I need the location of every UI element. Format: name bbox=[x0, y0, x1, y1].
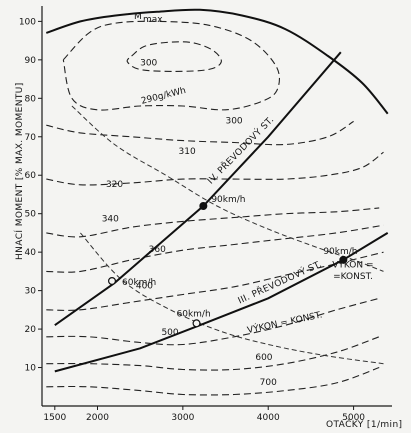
y-axis-title: HNACÍ MOMENT [% MAX. MOMENTU] bbox=[13, 82, 25, 260]
operating-points bbox=[107, 202, 348, 328]
bsfc-contour-label: 700 bbox=[260, 378, 277, 388]
x-tick-label: 5000 bbox=[342, 413, 365, 423]
bsfc-contour-label: 340 bbox=[102, 214, 119, 224]
x-tick-label: 2000 bbox=[86, 413, 109, 423]
constant-power-label: =KONST. bbox=[333, 272, 373, 282]
operating-point-label: 90km/h bbox=[211, 195, 245, 205]
bsfc-contour bbox=[46, 207, 380, 238]
bsfc-contour bbox=[126, 41, 222, 72]
mmax-label-sub: max bbox=[143, 15, 163, 25]
y-tick-label: 60 bbox=[25, 171, 37, 181]
axes: 10 20 30 40 50 60 70 80 90 100 1500 2000 3000 4000 500… bbox=[19, 6, 392, 423]
y-tick-label: 90 bbox=[25, 56, 37, 66]
bsfc-contour-label: 400 bbox=[136, 282, 153, 292]
bsfc-contour-label: 600 bbox=[255, 353, 272, 363]
bsfc-contour bbox=[46, 151, 384, 186]
constant-power-label: VÝKON = KONST. bbox=[246, 308, 323, 336]
bsfc-contour bbox=[46, 224, 384, 273]
constant-power-label: VÝKON = bbox=[332, 259, 373, 271]
constant-power-curve bbox=[71, 105, 384, 272]
operating-point-label: 90km/h bbox=[323, 247, 357, 257]
bsfc-contours: 300 310 320 340 360 400 500 600 700 290g/kWh 300 bbox=[46, 20, 384, 396]
y-tick-label: 30 bbox=[25, 287, 37, 297]
bsfc-contour-label: 290g/kWh bbox=[140, 86, 187, 107]
bsfc-contour-label: 500 bbox=[161, 328, 178, 338]
mmax-label: M max bbox=[134, 12, 163, 25]
constant-power-curve bbox=[80, 232, 384, 365]
gear-line bbox=[54, 232, 389, 373]
gear-line-label: III. PŘEVODOVÝ ST. bbox=[236, 258, 324, 307]
y-tick-label: 50 bbox=[25, 210, 37, 220]
operating-point bbox=[199, 202, 208, 211]
x-axis-title: OTAČKY [1/min] bbox=[326, 418, 402, 430]
bsfc-contour-label: 320 bbox=[106, 180, 123, 190]
x-tick-label: 3000 bbox=[171, 413, 194, 423]
mmax-label-main: M bbox=[134, 12, 142, 22]
bsfc-contour bbox=[46, 120, 354, 146]
y-tick-label: 10 bbox=[25, 364, 37, 374]
bsfc-contour bbox=[46, 297, 380, 346]
operating-point bbox=[192, 319, 201, 328]
y-tick-label: 100 bbox=[19, 17, 36, 27]
operating-point-label: 60km/h bbox=[177, 309, 211, 319]
constant-power-curves bbox=[71, 105, 384, 365]
x-tick-label: 4000 bbox=[257, 413, 280, 423]
bsfc-contour-label: 300 bbox=[140, 59, 157, 69]
gear-lines bbox=[54, 51, 389, 373]
gear-line bbox=[54, 51, 342, 327]
bsfc-contour-label: 300 bbox=[225, 116, 242, 126]
y-tick-label: 70 bbox=[25, 133, 37, 143]
bsfc-contour bbox=[46, 366, 380, 396]
operating-point bbox=[339, 255, 348, 264]
mmax-curve-group bbox=[45, 8, 389, 115]
y-tick-label: 20 bbox=[25, 325, 37, 335]
bsfc-contour-label: 310 bbox=[179, 147, 196, 157]
y-tick-label: 40 bbox=[25, 248, 37, 258]
x-tick-label: 1500 bbox=[43, 413, 66, 423]
y-tick-label: 80 bbox=[25, 94, 37, 104]
bsfc-contour bbox=[62, 20, 280, 111]
bsfc-contour bbox=[46, 336, 380, 371]
mmax-curve bbox=[45, 8, 389, 115]
operating-point bbox=[107, 277, 116, 286]
operating-point-label: 60km/h bbox=[122, 278, 156, 288]
bsfc-contour-label: 360 bbox=[149, 245, 166, 255]
